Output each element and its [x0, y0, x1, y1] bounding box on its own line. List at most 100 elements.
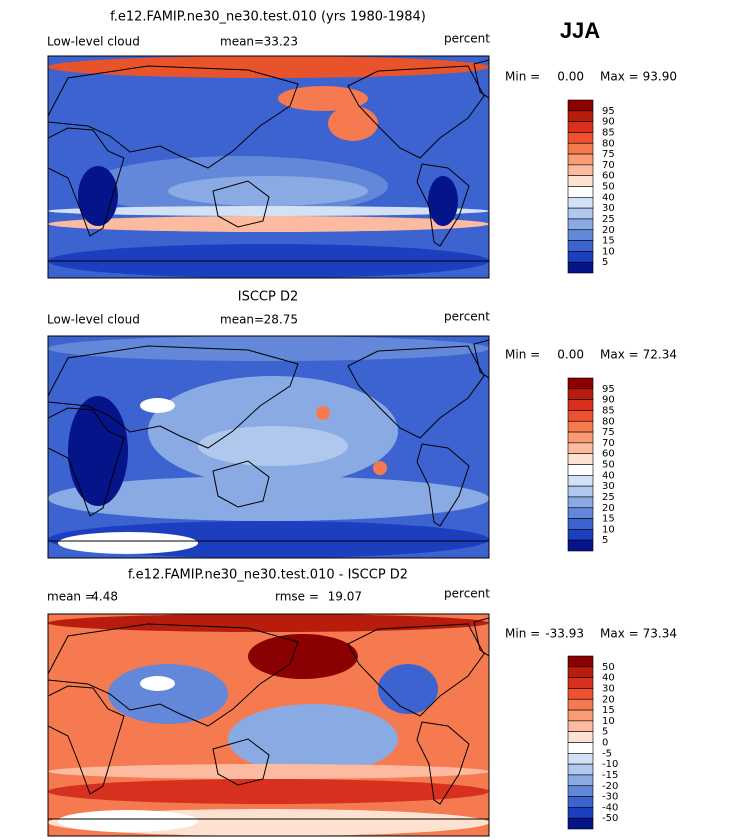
- colorbar-swatch: [567, 442, 594, 454]
- colorbar-swatch: [567, 655, 594, 668]
- coastline: [347, 623, 485, 717]
- colorbar-label: 5: [602, 727, 608, 738]
- colorbar-swatch: [567, 529, 594, 541]
- coastline: [48, 623, 299, 727]
- colorbar-swatch: [567, 817, 594, 830]
- contour-region: [58, 810, 198, 832]
- min-value: -33.93: [545, 627, 584, 641]
- colorbar-swatch: [567, 539, 594, 552]
- colorbar-swatch: [567, 388, 594, 400]
- colorbar-label: -40: [602, 802, 618, 813]
- min-label: Min =: [505, 348, 540, 362]
- colorbar-label: -5: [602, 748, 612, 759]
- contour-region: [48, 336, 489, 361]
- colorbar-swatch: [567, 377, 594, 390]
- colorbar-swatch: [567, 742, 594, 754]
- contour-region: [108, 664, 228, 724]
- colorbar-label: 20: [602, 503, 615, 514]
- map-field: [48, 56, 489, 278]
- colorbar-label: 0: [602, 738, 608, 749]
- colorbar-label: 40: [602, 673, 615, 684]
- max-value: 73.34: [643, 627, 677, 641]
- colorbar-swatch: [567, 518, 594, 530]
- coastline: [48, 685, 125, 795]
- colorbar-label: 70: [602, 438, 615, 449]
- coastline: [416, 721, 470, 805]
- colorbar-swatch: [567, 496, 594, 509]
- colorbar-swatch: [567, 774, 594, 787]
- contour-region: [48, 764, 489, 779]
- units: percent: [444, 587, 490, 601]
- colorbar-swatch: [567, 720, 594, 732]
- stat-label: mean=: [220, 35, 264, 49]
- colorbar-label: 90: [602, 395, 615, 406]
- colorbar-swatch: [567, 475, 594, 487]
- coastline: [48, 65, 299, 169]
- colorbar-swatch: [567, 731, 594, 743]
- map-field: [48, 614, 489, 836]
- stat-value: 19.07: [328, 590, 362, 604]
- colorbar-label: 75: [602, 427, 615, 438]
- colorbar-swatch: [567, 807, 594, 819]
- colorbar-swatch: [567, 666, 594, 678]
- contour-region: [140, 398, 175, 413]
- colorbar-label: 80: [602, 138, 615, 149]
- colorbar-swatch: [567, 99, 594, 112]
- colorbar-swatch: [567, 688, 594, 700]
- colorbar-swatch: [567, 261, 594, 274]
- colorbar-label: 30: [602, 683, 615, 694]
- min-value: 0.00: [557, 70, 584, 84]
- colorbar-swatch: [567, 796, 594, 808]
- contour-region: [278, 86, 368, 111]
- coastline: [48, 407, 125, 517]
- colorbar-swatch: [567, 763, 594, 776]
- units: percent: [444, 310, 490, 324]
- coastline: [48, 345, 299, 449]
- map: [47, 55, 490, 279]
- map-frame: [47, 55, 490, 279]
- colorbar-swatch: [567, 142, 594, 155]
- coastline: [212, 738, 270, 786]
- colorbar-label: 30: [602, 481, 615, 492]
- colorbar-swatch: [567, 186, 594, 198]
- colorbar-label: 15: [602, 236, 615, 247]
- max-label: Max =: [600, 70, 639, 84]
- map-field: [48, 336, 489, 558]
- colorbar-swatch: [567, 709, 594, 722]
- contour-region: [140, 676, 175, 691]
- field-label: Low-level cloud: [47, 35, 140, 49]
- colorbar-swatch: [567, 431, 594, 444]
- colorbar-label: 50: [602, 460, 615, 471]
- colorbar-swatch: [567, 677, 594, 689]
- stat-value: 28.75: [264, 313, 298, 327]
- colorbar-label: 20: [602, 225, 615, 236]
- contour-region: [48, 206, 489, 216]
- colorbar-swatch: [567, 420, 594, 433]
- field-label: Low-level cloud: [47, 313, 140, 327]
- units: percent: [444, 32, 490, 46]
- max-value: 72.34: [643, 348, 677, 362]
- colorbar-label: 15: [602, 514, 615, 525]
- colorbar-label: 75: [602, 149, 615, 160]
- coastline: [416, 163, 470, 247]
- colorbar-swatch: [567, 453, 594, 465]
- colorbar-swatch: [567, 399, 594, 411]
- coastline: [473, 617, 489, 657]
- contour-region: [316, 406, 330, 420]
- colorbar-label: -10: [602, 759, 618, 770]
- map: [47, 613, 490, 837]
- colorbar-label: -15: [602, 770, 618, 781]
- colorbar-label: 40: [602, 470, 615, 481]
- colorbar-swatch: [567, 251, 594, 263]
- colorbar-swatch: [567, 218, 594, 231]
- min-label: Min =: [505, 70, 540, 84]
- colorbar-label: 80: [602, 416, 615, 427]
- stat-value: 33.23: [264, 35, 298, 49]
- colorbar-label: 60: [602, 449, 615, 460]
- max-value: 93.90: [643, 70, 677, 84]
- max-label: Max =: [600, 348, 639, 362]
- colorbar-label: 85: [602, 405, 615, 416]
- contour-region: [48, 216, 489, 232]
